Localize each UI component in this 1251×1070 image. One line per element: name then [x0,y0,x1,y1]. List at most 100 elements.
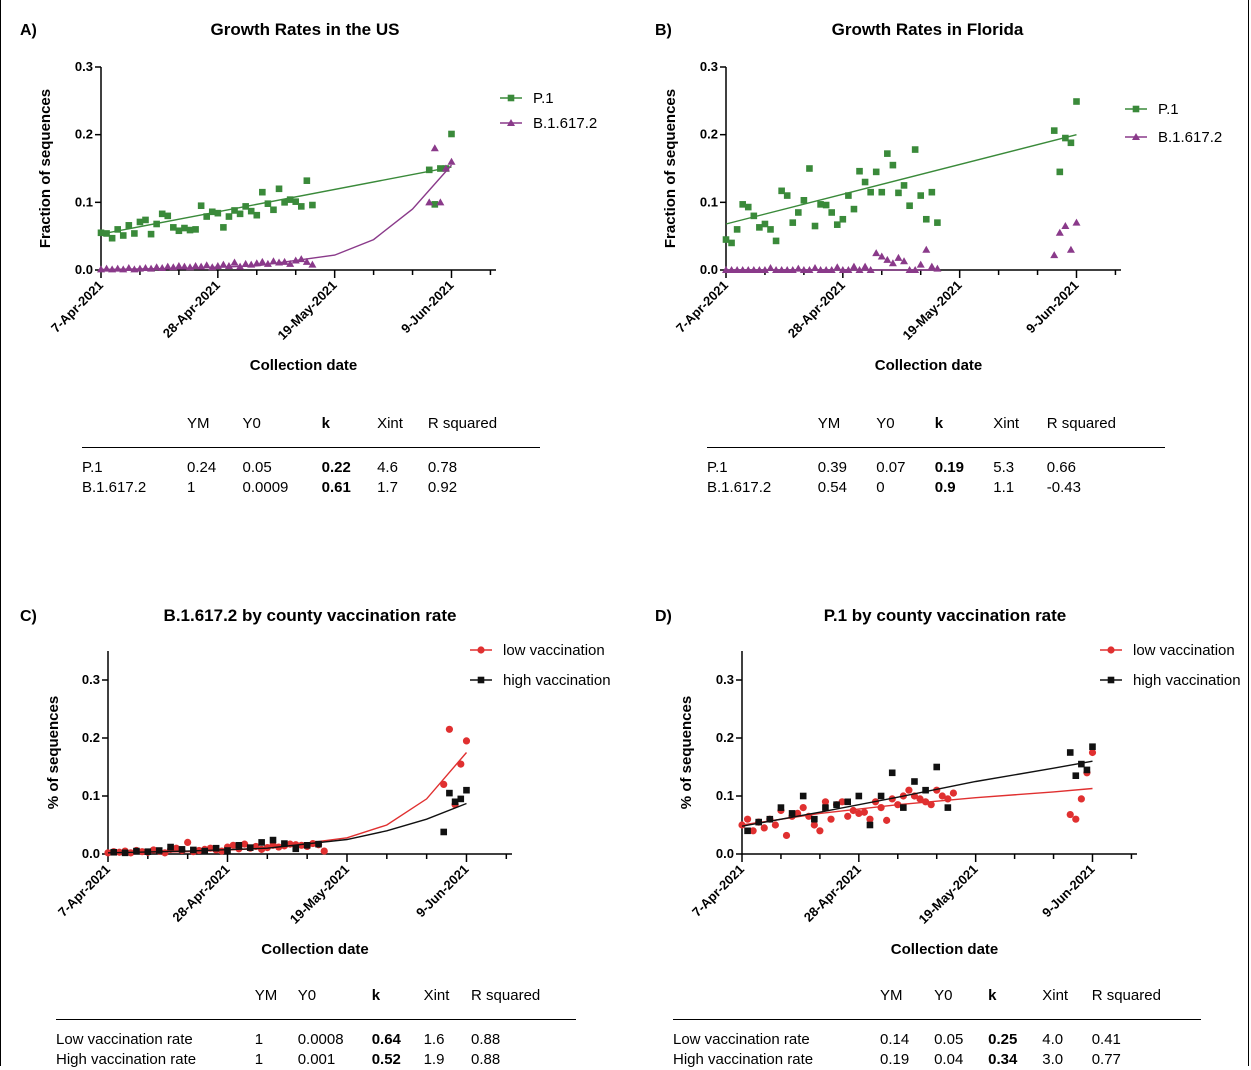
data-point [152,263,161,271]
data-point [911,146,919,153]
data-point [1072,772,1080,779]
table-cell: 1 [254,1051,264,1068]
table-cell: 1.9 [423,1051,445,1068]
data-point [135,264,144,272]
data-point [771,821,779,829]
table-header-cell: YM [880,987,935,1020]
data-point [280,257,289,265]
table-cell: 0.66 [1046,459,1076,476]
data-point [269,257,278,265]
data-point [241,259,250,267]
data-point [258,839,265,846]
data-point [944,804,952,811]
data-point [133,847,140,855]
fit-parameter-table: YM Y0 k Xint R squared P.1 0.39 0.07 0.19 5.3 0.66… [707,415,1165,498]
data-point [247,207,255,215]
data-point [153,220,160,228]
data-point [861,262,870,270]
fit-curve [741,760,1093,827]
chart-svg: 0.0 0.1 0.2 0.3 7-Apr-2021 28-Apr-2021 19-May-… [37,59,597,374]
panel-title: Growth Rates in the US [210,20,400,39]
data-point [297,255,306,263]
legend-label: low vaccination [1133,642,1235,659]
y-tick-label: 0.3 [82,672,100,687]
data-point [738,821,746,829]
data-point [436,198,445,206]
data-point [845,192,852,199]
panel-title: B.1.617.2 by county vaccination rate [163,606,457,625]
data-point [462,737,471,745]
data-point [147,230,155,238]
table-cell: P.1 [707,459,728,476]
data-point [1089,743,1096,750]
data-point [921,798,930,806]
data-point [281,840,288,847]
data-point [872,168,880,176]
table-cell: 0.19 [934,459,964,476]
table-cell: 0.92 [427,479,458,496]
data-point [1062,134,1069,142]
table-header-cell: Y0 [242,415,322,448]
chart-svg: 0.0 0.1 0.2 0.3 7-Apr-2021 28-Apr-2021 19-May-… [678,642,1241,958]
data-point [949,789,958,797]
fit-parameter-table: YM Y0 k Xint R squared Low vaccination rate 0.… [673,987,1201,1070]
data-point [789,219,797,226]
data-point [816,827,824,835]
data-point [309,201,316,209]
table-header-cell: YM [254,987,298,1020]
table-header-cell: R squared [427,415,540,448]
table-cell: 0.14 [880,1031,910,1048]
data-point [760,824,768,832]
data-point [1072,218,1081,226]
table-header-cell [673,987,881,1020]
y-tick-label: 0.1 [700,194,718,209]
table-cell: 0.001 [297,1051,336,1068]
table-row: High vaccination rate 0.19 0.04 0.34 3.0 0.77 [673,1050,1201,1070]
y-tick-label: 0.2 [700,127,718,142]
table-cell: 3.0 [1042,1051,1064,1068]
table-cell: 1.7 [377,479,398,496]
table-header-cell: k [934,415,994,448]
x-tick-label: 7-Apr-2021 [55,862,113,920]
data-point [320,847,328,855]
data-point [1056,168,1064,176]
data-point [750,212,758,220]
data-point [180,262,189,270]
data-point [749,266,758,273]
table-cell: High vaccination rate [673,1051,814,1068]
data-point [1066,245,1075,253]
data-point [749,827,757,835]
data-point [131,230,138,237]
y-tick-label: 0.0 [716,846,734,861]
table-cell: 0.07 [876,459,906,476]
data-point [114,226,121,233]
data-point [884,150,891,157]
x-tick-label: 7-Apr-2021 [673,278,731,336]
data-point [866,266,875,273]
data-point [172,844,180,852]
y-axis-label: % of sequences [45,696,62,809]
data-point [761,220,769,228]
data-point [839,215,847,223]
data-point [777,266,786,273]
x-tick-label: 19-May-2021 [899,278,964,343]
data-point [744,827,751,835]
data-point [158,210,166,218]
table-cell: Low vaccination rate [673,1031,810,1048]
chart-svg: 0.0 0.1 0.2 0.3 7-Apr-2021 28-Apr-2021 19-May-… [662,59,1222,374]
table-header-cell: Y0 [934,987,989,1020]
data-point [810,821,818,829]
data-point [722,266,730,273]
data-point [457,795,465,803]
x-tick-label: 28-Apr-2021 [169,862,232,925]
legend-marker [1107,646,1115,654]
table-cell: High vaccination rate [56,1051,197,1068]
data-point [431,201,439,208]
data-point [911,266,920,273]
data-point [144,848,152,855]
data-point [1050,251,1059,259]
data-point [833,801,840,808]
data-point [739,201,746,208]
data-point [203,213,211,220]
table-cell: 0.39 [817,459,847,476]
